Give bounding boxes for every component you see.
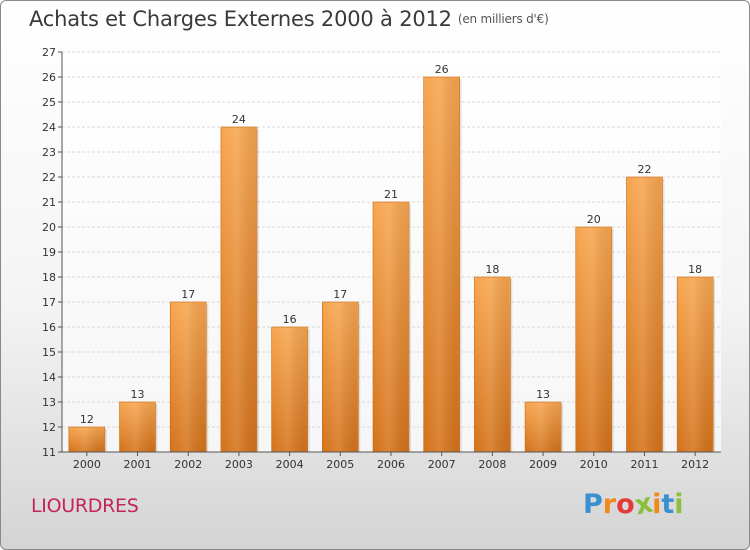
y-tick-label: 15 bbox=[42, 346, 56, 359]
bar-highlight bbox=[69, 428, 104, 452]
x-tick-label: 2001 bbox=[124, 458, 152, 471]
bar-highlight bbox=[424, 78, 459, 452]
y-tick-label: 14 bbox=[42, 371, 56, 384]
bar-highlight bbox=[475, 278, 510, 452]
x-tick-label: 2004 bbox=[276, 458, 304, 471]
x-tick-label: 2009 bbox=[529, 458, 557, 471]
x-tick-label: 2000 bbox=[73, 458, 101, 471]
y-tick-label: 12 bbox=[42, 421, 56, 434]
bar-highlight bbox=[374, 203, 408, 452]
bar-value-label: 18 bbox=[688, 263, 702, 276]
bar-value-label: 24 bbox=[232, 113, 246, 126]
x-tick-label: 2012 bbox=[681, 458, 709, 471]
bar-highlight bbox=[171, 303, 206, 452]
title-text: Achats et Charges Externes 2000 à 2012 bbox=[29, 7, 452, 31]
y-tick-label: 16 bbox=[42, 321, 56, 334]
y-tick-label: 27 bbox=[42, 46, 56, 59]
x-tick-label: 2005 bbox=[326, 458, 354, 471]
bar-value-label: 18 bbox=[485, 263, 499, 276]
y-tick-label: 23 bbox=[42, 146, 56, 159]
proxiti-logo[interactable]: Proxiti bbox=[583, 488, 684, 522]
x-tick-label: 2002 bbox=[174, 458, 202, 471]
logo-letter: t bbox=[661, 489, 675, 520]
y-tick-label: 21 bbox=[42, 196, 56, 209]
y-tick-label: 24 bbox=[42, 121, 56, 134]
y-tick-label: 13 bbox=[42, 396, 56, 409]
x-tick-label: 2003 bbox=[225, 458, 253, 471]
x-tick-label: 2006 bbox=[377, 458, 405, 471]
bar-value-label: 22 bbox=[637, 163, 651, 176]
y-tick-label: 22 bbox=[42, 171, 56, 184]
bar-highlight bbox=[323, 303, 358, 452]
y-tick-label: 17 bbox=[42, 296, 56, 309]
logo-letter: o bbox=[616, 489, 635, 520]
x-tick-label: 2011 bbox=[630, 458, 658, 471]
logo-letter: r bbox=[602, 489, 617, 520]
x-tick-label: 2010 bbox=[580, 458, 608, 471]
logo-letter: i bbox=[674, 489, 684, 520]
bar-value-label: 16 bbox=[283, 313, 297, 326]
y-tick-label: 20 bbox=[42, 221, 56, 234]
y-tick-label: 11 bbox=[42, 446, 56, 459]
bar-highlight bbox=[627, 178, 662, 452]
logo-letter: P bbox=[583, 489, 603, 520]
bar-value-label: 13 bbox=[131, 388, 145, 401]
y-tick-label: 19 bbox=[42, 246, 56, 259]
y-tick-label: 18 bbox=[42, 271, 56, 284]
bar-value-label: 17 bbox=[181, 288, 195, 301]
y-tick-label: 26 bbox=[42, 71, 56, 84]
bar-highlight bbox=[272, 328, 307, 452]
title-unit: (en milliers d'€) bbox=[457, 12, 549, 26]
bar-highlight bbox=[678, 278, 713, 452]
chart-title: Achats et Charges Externes 2000 à 2012 (e… bbox=[29, 7, 549, 31]
bar-highlight bbox=[526, 403, 561, 452]
bar-value-label: 13 bbox=[536, 388, 550, 401]
bar-highlight bbox=[120, 403, 155, 452]
bar-value-label: 12 bbox=[80, 413, 94, 426]
logo-letter: i bbox=[652, 489, 662, 520]
x-tick-label: 2008 bbox=[478, 458, 506, 471]
commune-name: LIOURDRES bbox=[31, 495, 139, 517]
y-tick-label: 25 bbox=[42, 96, 56, 109]
bar-highlight bbox=[576, 228, 611, 452]
x-tick-label: 2007 bbox=[428, 458, 456, 471]
bar-value-label: 21 bbox=[384, 188, 398, 201]
bar-value-label: 26 bbox=[435, 63, 449, 76]
bar-value-label: 17 bbox=[333, 288, 347, 301]
bar-value-label: 20 bbox=[587, 213, 601, 226]
bar-highlight bbox=[221, 128, 256, 452]
